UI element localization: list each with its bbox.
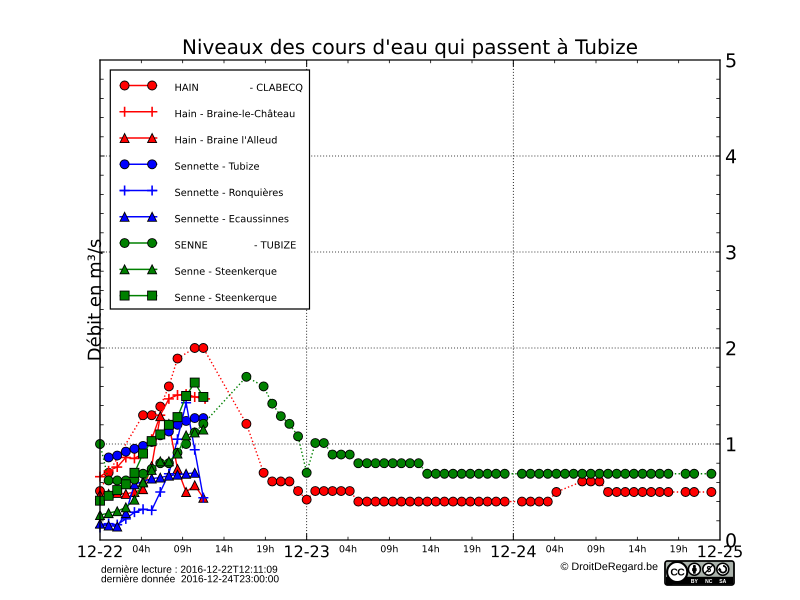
svg-text:NC: NC bbox=[705, 579, 713, 585]
svg-text:BY: BY bbox=[691, 579, 699, 585]
svg-text:CC: CC bbox=[670, 568, 685, 579]
svg-text:SA: SA bbox=[719, 579, 726, 585]
